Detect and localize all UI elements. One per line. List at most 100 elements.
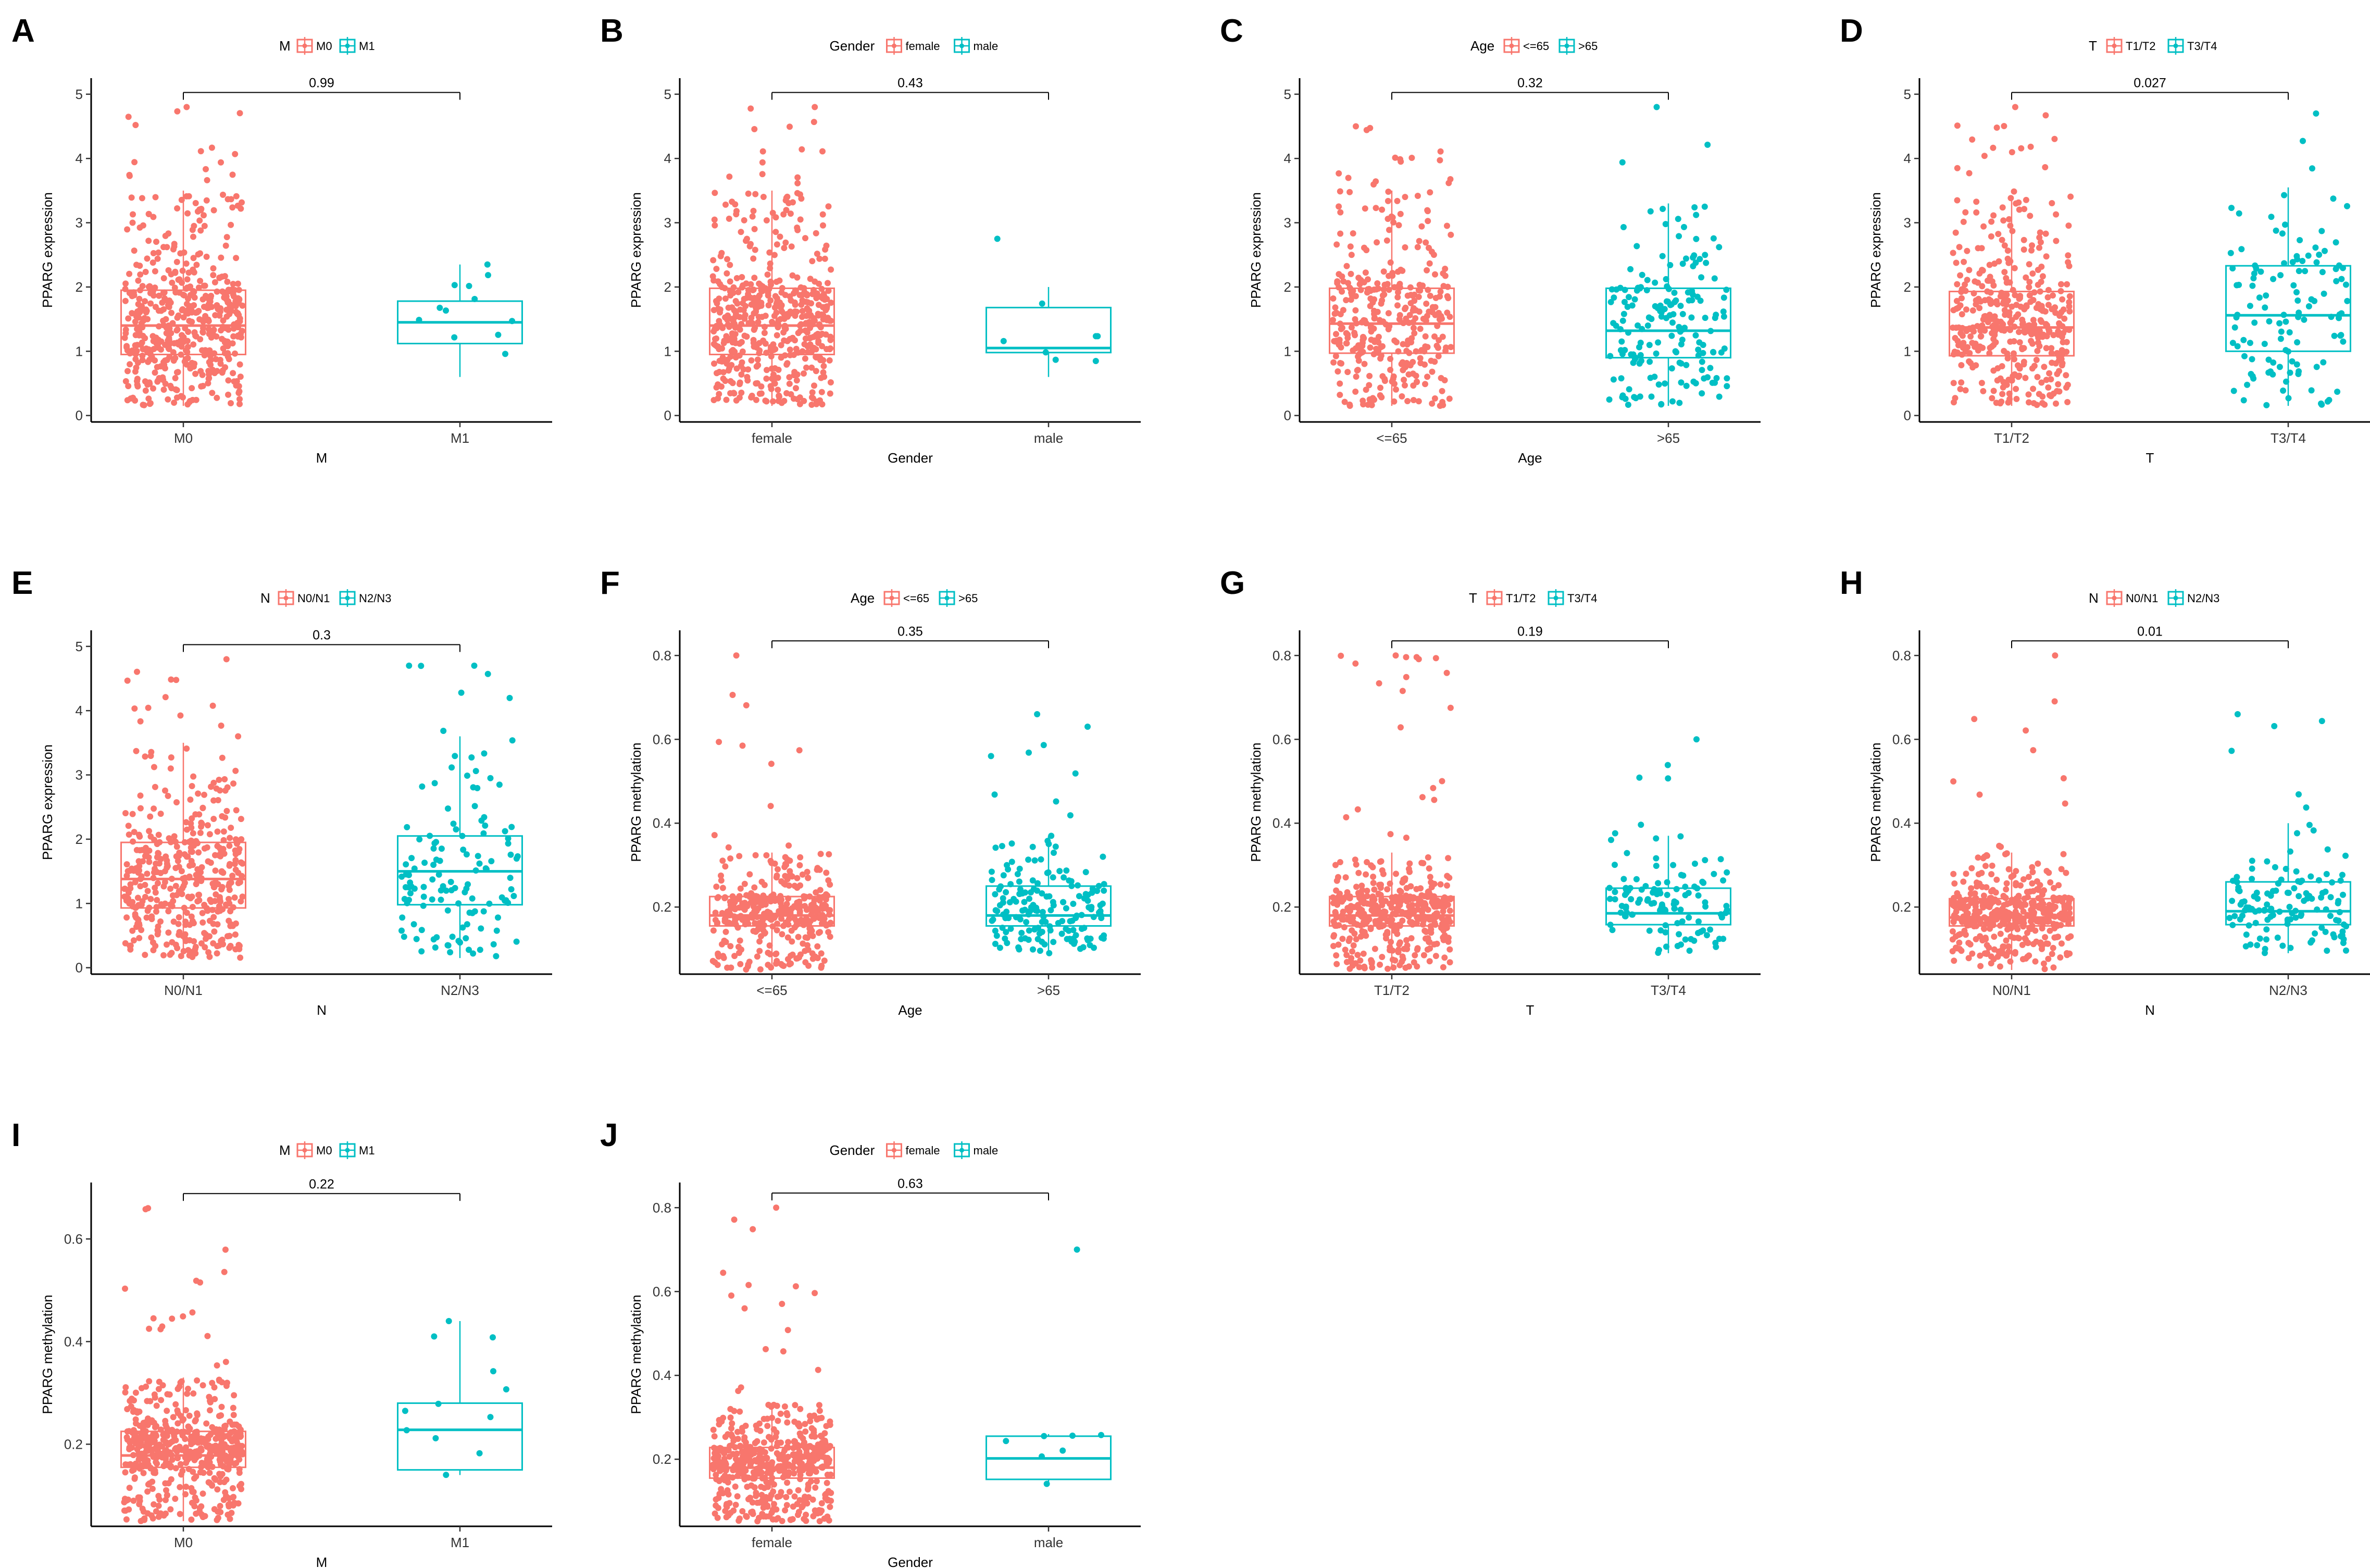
data-point — [2003, 880, 2010, 887]
data-point — [807, 312, 814, 318]
data-point — [1081, 895, 1088, 902]
p-value-label: 0.35 — [897, 624, 923, 639]
data-point — [502, 351, 508, 357]
data-point — [218, 868, 225, 875]
data-point — [1397, 156, 1404, 163]
data-point — [750, 300, 757, 306]
data-point — [134, 378, 140, 384]
data-point — [1004, 940, 1011, 947]
data-point — [1663, 315, 1669, 321]
data-point — [179, 332, 185, 339]
data-point — [1344, 369, 1351, 376]
data-point — [1441, 954, 1448, 961]
data-point — [1661, 306, 1668, 313]
data-point — [1388, 939, 1394, 945]
x-tick-label: M1 — [451, 430, 469, 446]
significance-bracket — [1391, 92, 1669, 100]
data-point — [783, 361, 790, 368]
data-point — [771, 304, 778, 311]
data-point — [2252, 908, 2259, 915]
data-point — [484, 261, 491, 268]
data-point — [2020, 246, 2027, 253]
data-point — [774, 298, 781, 305]
data-point — [165, 792, 171, 799]
data-point — [746, 871, 753, 878]
data-point — [227, 942, 234, 949]
data-point — [204, 177, 210, 183]
data-point — [1979, 937, 1986, 944]
data-point — [1377, 858, 1383, 865]
data-point — [161, 357, 168, 364]
data-point — [804, 868, 810, 875]
data-point — [795, 934, 802, 940]
data-point — [1357, 287, 1364, 293]
data-point — [1723, 287, 1730, 293]
data-point — [199, 919, 206, 926]
data-point — [134, 342, 141, 349]
data-point — [820, 363, 827, 369]
data-point — [790, 395, 797, 402]
data-point — [1422, 381, 1428, 388]
data-point — [2318, 718, 2325, 725]
data-point — [2249, 876, 2255, 882]
data-point — [1645, 314, 1652, 321]
data-point — [509, 318, 516, 325]
data-point — [488, 858, 495, 865]
data-point — [820, 222, 826, 229]
data-point — [2287, 848, 2293, 855]
data-point — [798, 195, 805, 202]
data-point — [787, 210, 794, 217]
legend-key-1 — [339, 37, 356, 55]
data-point — [1665, 285, 1672, 292]
data-point — [1442, 272, 1449, 279]
data-point — [726, 173, 733, 180]
data-point — [226, 900, 233, 907]
data-point — [1437, 881, 1444, 888]
data-point — [711, 216, 718, 223]
data-point — [2004, 247, 2011, 254]
data-point — [725, 911, 731, 917]
data-point — [173, 258, 180, 265]
data-point — [464, 773, 470, 779]
data-point — [2295, 878, 2302, 885]
data-point — [1019, 907, 1026, 914]
data-point — [443, 307, 449, 314]
data-point — [762, 397, 769, 404]
data-point — [1034, 907, 1041, 914]
data-point — [217, 898, 223, 905]
data-point — [813, 354, 819, 360]
data-point — [1345, 280, 1351, 287]
data-point — [220, 837, 227, 843]
data-point — [2007, 195, 2014, 202]
data-point — [131, 829, 138, 836]
data-point — [192, 1494, 198, 1501]
data-point — [160, 387, 167, 393]
data-point — [725, 367, 732, 374]
data-point — [445, 805, 451, 812]
data-point — [204, 822, 211, 829]
data-point — [1095, 882, 1102, 889]
data-point — [2318, 894, 2325, 901]
panel-letter: H — [1840, 565, 1863, 601]
data-point — [147, 833, 154, 840]
data-point — [186, 399, 193, 405]
points-M0 — [121, 104, 246, 408]
data-point — [505, 835, 512, 842]
data-point — [1704, 141, 1711, 148]
data-point — [1608, 837, 1614, 843]
data-point — [1690, 254, 1697, 261]
data-point — [155, 831, 162, 838]
data-point — [1408, 919, 1415, 926]
data-point — [1429, 899, 1436, 906]
data-point — [2003, 275, 2010, 281]
data-point — [1969, 307, 1976, 314]
data-point — [212, 312, 219, 319]
data-point — [2320, 359, 2327, 366]
data-point — [2054, 350, 2061, 356]
data-point — [2048, 350, 2055, 356]
data-point — [1366, 916, 1373, 923]
data-point — [2001, 920, 2008, 927]
data-point — [1963, 870, 1969, 877]
data-point — [2050, 292, 2056, 299]
data-point — [1370, 325, 1377, 332]
